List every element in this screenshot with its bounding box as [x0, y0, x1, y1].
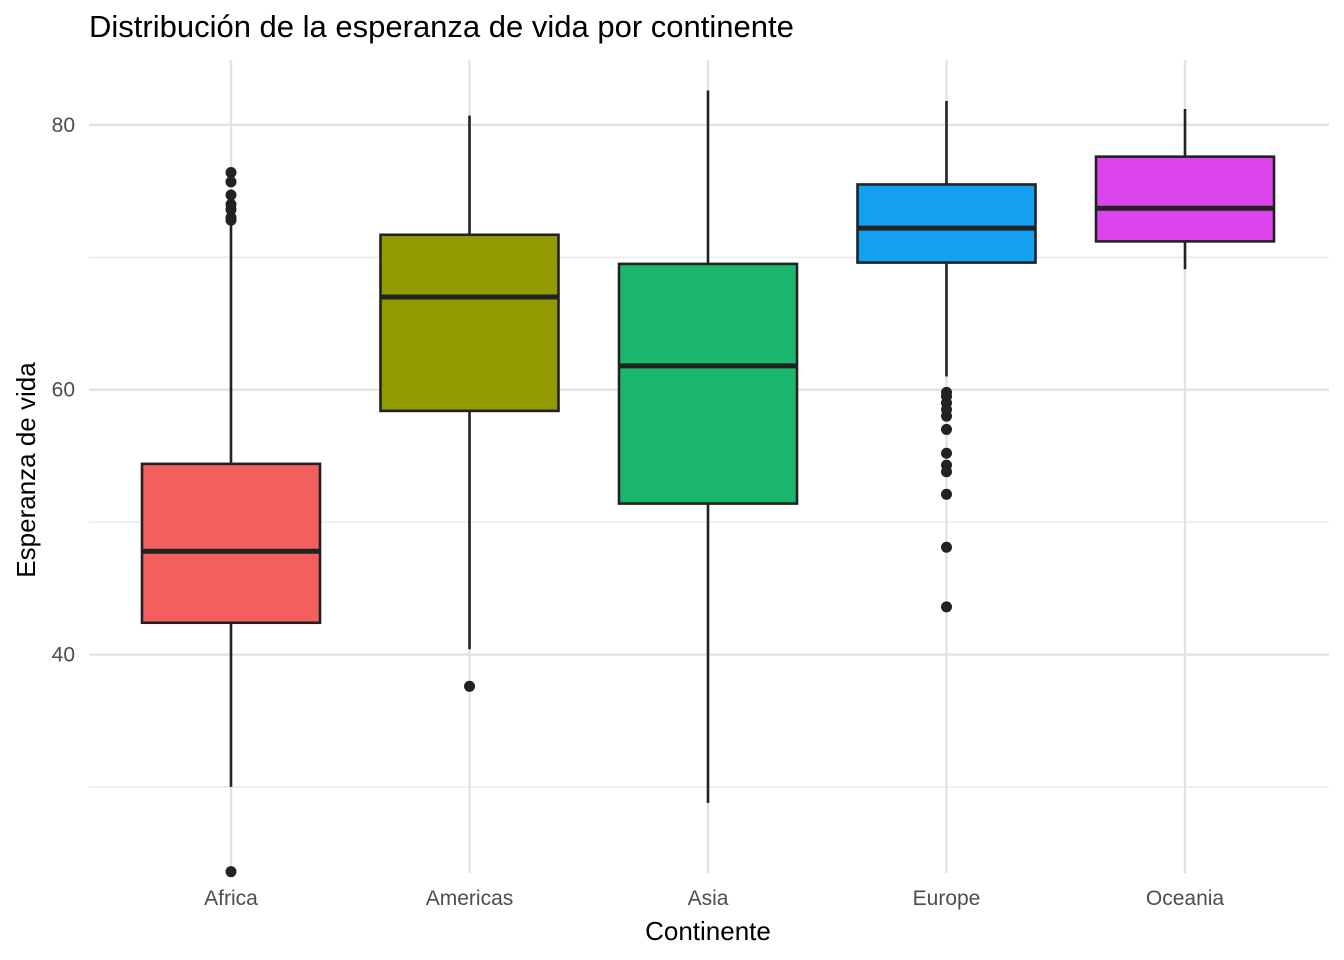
box-oceania — [1094, 108, 1276, 270]
y-axis-title: Esperanza de vida — [11, 362, 41, 578]
outlier-point — [941, 601, 952, 613]
x-tick-label: Africa — [204, 887, 258, 910]
x-tick-label: Europe — [913, 887, 981, 910]
outlier-point — [225, 167, 237, 179]
outlier-point — [941, 488, 952, 500]
x-tick-label: Asia — [688, 887, 729, 910]
chart-title: Distribución de la esperanza de vida por… — [89, 9, 794, 44]
x-tick-label: Americas — [426, 887, 514, 910]
outlier-point — [225, 212, 237, 224]
outlier-point — [225, 198, 237, 210]
outlier-point — [941, 447, 952, 459]
box-asia — [617, 90, 799, 803]
box-americas — [379, 115, 560, 692]
outlier-point — [941, 459, 952, 471]
box-iqr — [1094, 155, 1276, 243]
y-tick-label: 60 — [52, 379, 75, 402]
outlier-point — [464, 680, 475, 692]
box-europe — [856, 101, 1037, 613]
outlier-point — [941, 386, 952, 398]
axes: 40 60 80 Africa Americas Asia Europe Oceania — [52, 114, 1225, 910]
box-iqr — [856, 183, 1037, 264]
box-iqr — [379, 233, 560, 413]
y-tick-label: 80 — [52, 114, 75, 137]
outlier-point — [225, 189, 237, 201]
box-iqr — [617, 262, 799, 505]
y-tick-label: 40 — [52, 644, 75, 667]
box-africa — [140, 167, 322, 878]
boxes — [140, 90, 1276, 878]
outlier-point — [225, 866, 237, 878]
x-axis-title: Continente — [645, 916, 771, 946]
outlier-point — [941, 423, 952, 435]
outlier-point — [941, 541, 952, 553]
x-tick-label: Oceania — [1146, 887, 1225, 910]
box-iqr — [140, 462, 322, 625]
outlier-point — [225, 176, 237, 188]
